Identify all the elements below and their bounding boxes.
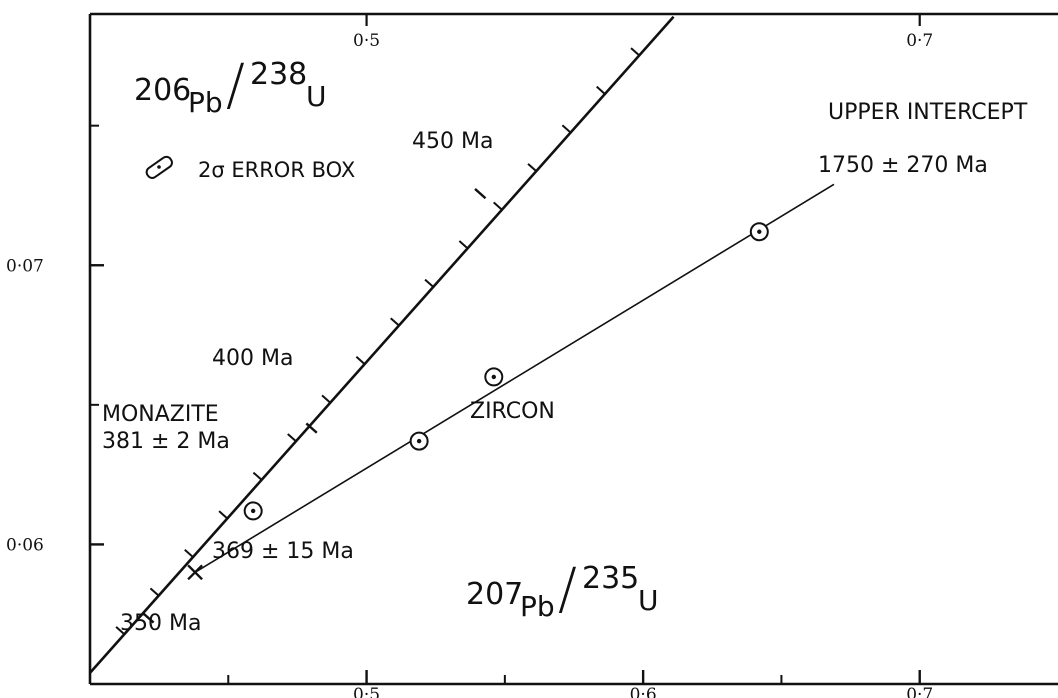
y-tick-label: 0·07 <box>6 256 44 276</box>
concordia-tick <box>149 587 160 597</box>
upper-intercept-label: UPPER INTERCEPT <box>828 100 1028 125</box>
y-label-slash: / <box>226 53 245 118</box>
x-tick-label: 0·5 <box>353 685 380 698</box>
concordia-tick <box>424 278 434 288</box>
concordia-tick <box>218 510 228 520</box>
y-axis-label: 206 Pb / 238 U <box>134 53 327 119</box>
x-label-element2: U <box>638 584 659 617</box>
lower-intercept-mark <box>187 564 203 581</box>
concordia-tick <box>527 163 537 172</box>
x-axis-label: 207 Pb / 235 U <box>466 557 659 623</box>
y-label-mass: 206 <box>134 73 191 108</box>
concordia-tick <box>596 85 606 95</box>
x-label-mass2: 235 <box>582 561 639 596</box>
x-label-mass: 207 <box>466 577 523 612</box>
legend-label: 2σ ERROR BOX <box>198 158 355 182</box>
concordia-tick <box>493 201 503 211</box>
age-mark-label-450: 450 Ma <box>412 129 493 154</box>
concordia-tick <box>252 471 263 481</box>
lower-intercept-label: 369 ± 15 Ma <box>212 539 354 564</box>
zircon-label: ZIRCON <box>470 399 555 424</box>
x-top-tick-label: 0·7 <box>906 31 933 51</box>
y-tick-label: 0·06 <box>6 535 44 555</box>
concordia-tick <box>561 124 572 134</box>
concordia-tick <box>115 626 125 635</box>
error-box-icon <box>145 155 173 179</box>
monazite-age: 381 ± 2 Ma <box>102 429 230 454</box>
zircon-point-center <box>757 229 762 234</box>
concordia-tick <box>321 394 331 404</box>
x-top-tick-label: 0·5 <box>353 31 380 51</box>
discordia-line <box>194 183 835 574</box>
y-label-element2: U <box>306 80 327 113</box>
age-mark-label-400: 400 Ma <box>212 346 293 371</box>
x-label-element: Pb <box>520 590 555 623</box>
x-label-slash: / <box>558 557 577 622</box>
age-mark-label-350: 350 Ma <box>120 611 201 636</box>
data-marks <box>187 222 769 581</box>
x-tick-label: 0·7 <box>906 685 933 698</box>
age-mark-tick <box>305 422 318 434</box>
concordia-tick <box>630 47 640 57</box>
upper-intercept-age: 1750 ± 270 Ma <box>818 153 988 178</box>
concordia-tick <box>390 317 400 327</box>
age-mark-tick <box>142 612 155 624</box>
concordia-tick <box>355 356 366 365</box>
zircon-point-center <box>416 438 422 444</box>
x-axis-ticks: 0·5 0·6 0·7 <box>227 670 933 698</box>
monazite-label: MONAZITE <box>102 402 219 427</box>
concordia-tick <box>287 433 297 443</box>
legend: 2σ ERROR BOX <box>145 155 355 182</box>
concordia-curve <box>89 15 675 674</box>
x-tick-label: 0·6 <box>630 685 657 698</box>
zircon-point-center <box>491 374 496 380</box>
monazite-point-center <box>250 508 256 514</box>
age-mark-tick <box>474 188 487 200</box>
concordia-tick <box>184 549 194 558</box>
x-top-axis-ticks: 0·5 0·7 <box>353 14 933 51</box>
y-axis-ticks: 0·06 0·07 <box>6 124 104 555</box>
y-label-element: Pb <box>188 86 223 119</box>
concordia-tick <box>458 240 469 250</box>
y-label-mass2: 238 <box>250 57 307 92</box>
curves <box>89 15 835 674</box>
